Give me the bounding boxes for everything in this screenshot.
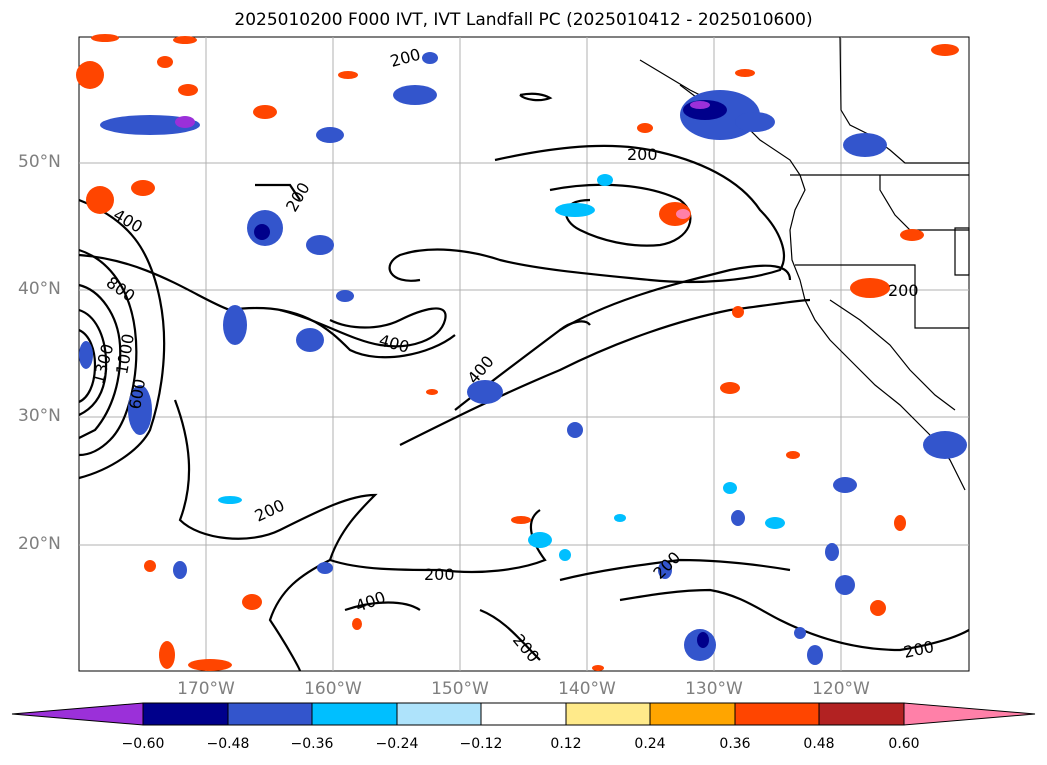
contour-label: 200 bbox=[627, 145, 658, 164]
colorbar-tick: −0.60 bbox=[121, 736, 165, 752]
colorbar-segment bbox=[227, 702, 313, 726]
colorbar-tick: −0.12 bbox=[459, 736, 503, 752]
colorbar-segment bbox=[565, 702, 651, 726]
lon-label-170w: 170°W bbox=[177, 679, 235, 699]
colorbar-segment bbox=[396, 702, 482, 726]
ivt-shading bbox=[76, 34, 967, 671]
contour-label: 200 bbox=[424, 565, 455, 584]
colorbar-tick: 0.36 bbox=[719, 736, 751, 752]
colorbar-segment bbox=[734, 702, 820, 726]
colorbar-segment bbox=[903, 702, 1036, 726]
map-panel: 200 200 200 200 200 200 200 200 200 400 … bbox=[76, 34, 970, 672]
colorbar-tick: 0.60 bbox=[888, 736, 920, 752]
graticule bbox=[79, 37, 969, 671]
map-frame bbox=[78, 36, 970, 672]
colorbar-tick: 0.48 bbox=[803, 736, 835, 752]
colorbar-segment bbox=[311, 702, 398, 726]
lon-label-130w: 130°W bbox=[685, 679, 743, 699]
lat-label-30n: 30°N bbox=[18, 406, 61, 426]
colorbar-segment bbox=[649, 702, 736, 726]
lon-label-140w: 140°W bbox=[558, 679, 616, 699]
colorbar-tick: −0.24 bbox=[375, 736, 419, 752]
lon-label-120w: 120°W bbox=[812, 679, 870, 699]
colorbar-segment bbox=[818, 702, 905, 726]
colorbar-tick: 0.24 bbox=[634, 736, 666, 752]
ivt-contours bbox=[78, 92, 970, 672]
lat-label-40n: 40°N bbox=[18, 279, 61, 299]
colorbar-segment bbox=[142, 702, 229, 726]
map-title: 2025010200 F000 IVT, IVT Landfall PC (20… bbox=[234, 10, 813, 30]
contour-label: 200 bbox=[888, 281, 919, 300]
colorbar-segment bbox=[480, 702, 567, 726]
colorbar-tick: −0.36 bbox=[290, 736, 334, 752]
colorbar-tick: 0.12 bbox=[550, 736, 582, 752]
colorbar-segment bbox=[11, 702, 144, 726]
colorbar-tick: −0.48 bbox=[206, 736, 250, 752]
lat-label-20n: 20°N bbox=[18, 534, 61, 554]
lat-label-50n: 50°N bbox=[18, 152, 61, 172]
lon-label-150w: 150°W bbox=[431, 679, 489, 699]
lon-label-160w: 160°W bbox=[304, 679, 362, 699]
